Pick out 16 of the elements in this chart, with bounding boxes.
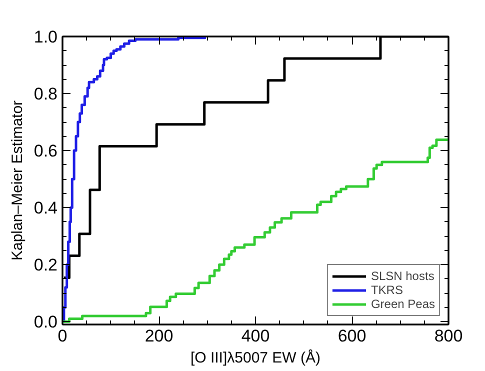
- x-tick-label: 600: [338, 326, 366, 346]
- x-tick-label: 400: [241, 326, 270, 346]
- y-tick-label: 1.0: [34, 28, 58, 46]
- y-tick-label: 0.0: [34, 312, 58, 332]
- y-tick-label: 0.2: [34, 256, 58, 275]
- legend-label: SLSN hosts: [370, 269, 434, 283]
- x-tick-label: 800: [434, 326, 463, 346]
- legend-label: Green Peas: [370, 297, 435, 311]
- y-axis-title: Kaplan–Meier Estimator: [8, 100, 26, 261]
- x-axis-title: [O III]λ5007 EW (Å): [190, 348, 321, 366]
- legend-label: TKRS: [370, 283, 403, 297]
- y-tick-label: 0.4: [34, 198, 58, 218]
- x-tick-label: 200: [144, 326, 174, 346]
- x-tick-label: 0: [58, 326, 68, 346]
- y-tick-label: 0.6: [34, 142, 58, 161]
- y-tick-label: 0.8: [34, 84, 58, 104]
